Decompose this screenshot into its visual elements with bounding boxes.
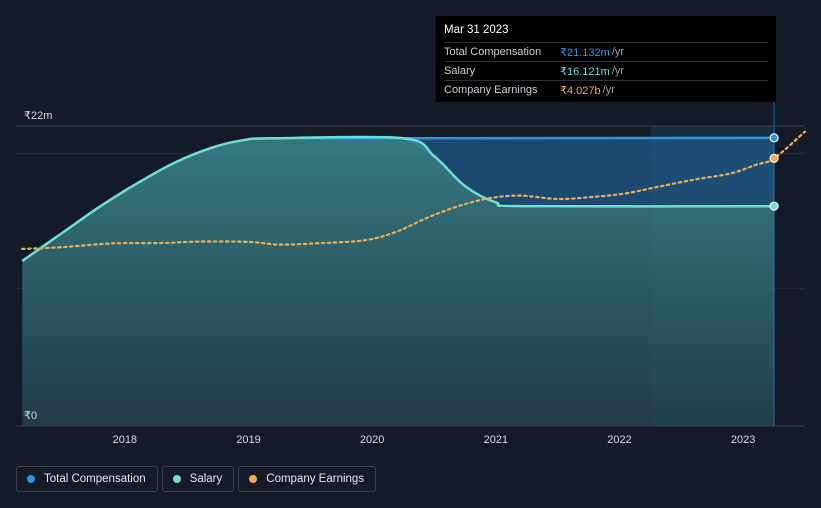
legend-label: Company Earnings (266, 473, 365, 485)
company-earnings-line (21, 130, 807, 251)
tooltip-value: ₹16.121m (560, 65, 610, 78)
total-compensation-marker (769, 133, 779, 143)
chart-legend: Total Compensation Salary Company Earnin… (16, 466, 377, 492)
tooltip-unit: /yr (611, 46, 625, 58)
salary-area (22, 136, 775, 426)
tooltip-row-total-compensation: Total Compensation ₹21.132m /yr (444, 42, 768, 61)
x-tick-label: 2021 (484, 434, 508, 446)
tooltip-label: Salary (444, 65, 476, 77)
legend-dot-icon (172, 475, 181, 483)
tooltip-row-company-earnings: Company Earnings ₹4.027b /yr (444, 80, 768, 99)
legend-label: Salary (189, 473, 223, 485)
x-tick-label: 2018 (113, 434, 137, 446)
legend-dot-icon (249, 475, 258, 483)
legend-dot-icon (27, 475, 35, 483)
tooltip-value: ₹4.027b (560, 84, 601, 97)
tooltip: Mar 31 2023 Total Compensation ₹21.132m … (436, 16, 776, 102)
tooltip-label: Total Compensation (444, 46, 542, 58)
y-axis-label-bottom: ₹0 (24, 410, 37, 422)
salary-marker (769, 201, 779, 211)
salary-line (21, 135, 775, 263)
legend-item-company-earnings[interactable]: Company Earnings (238, 466, 377, 492)
x-tick-label: 2023 (731, 434, 755, 446)
tooltip-row-salary: Salary ₹16.121m /yr (444, 61, 768, 80)
legend-item-salary[interactable]: Salary (161, 466, 235, 492)
x-tick-label: 2019 (236, 434, 260, 446)
x-tick-label: 2020 (360, 434, 384, 446)
y-axis-label-top: ₹22m (24, 110, 52, 122)
tooltip-unit: /yr (611, 65, 625, 77)
legend-label: Total Compensation (44, 473, 146, 485)
company-earnings-marker (769, 153, 779, 163)
tooltip-unit: /yr (602, 84, 615, 96)
legend-item-total-compensation[interactable]: Total Compensation (16, 466, 158, 492)
tooltip-date: Mar 31 2023 (444, 24, 509, 36)
tooltip-label: Company Earnings (444, 84, 538, 96)
x-tick-label: 2022 (607, 434, 631, 446)
tooltip-value: ₹21.132m (560, 46, 610, 59)
